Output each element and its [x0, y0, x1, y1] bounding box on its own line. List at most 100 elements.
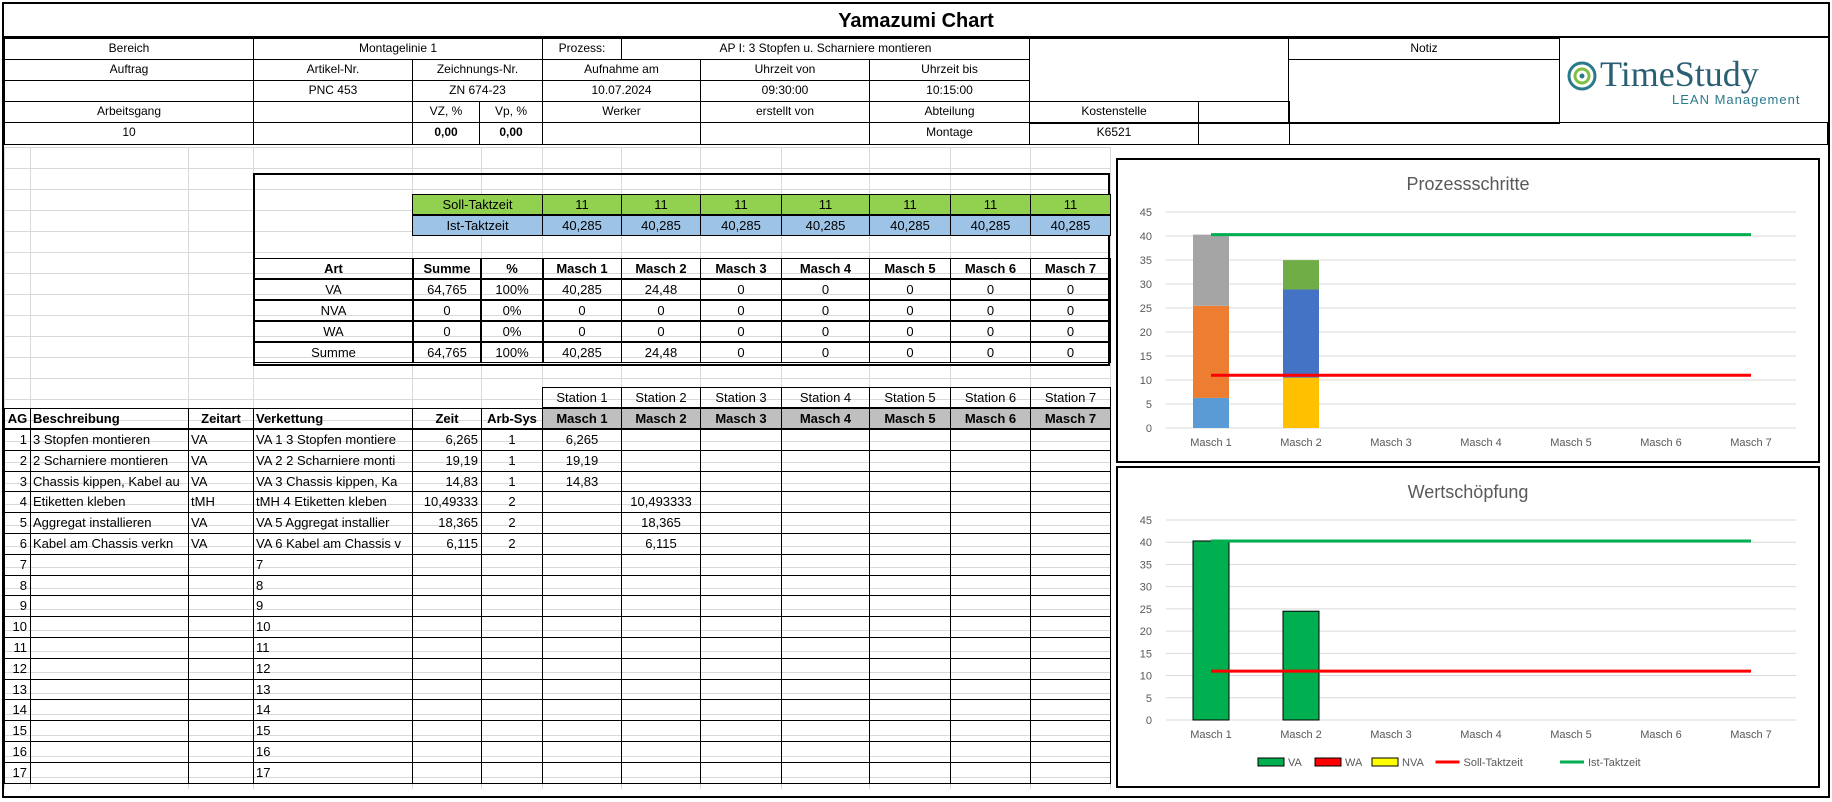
summary-cell[interactable]: 100%	[480, 279, 544, 300]
detail-cell[interactable]: VA	[188, 450, 254, 472]
summary-cell[interactable]: 0	[781, 300, 870, 321]
kostenstelle-extra2[interactable]	[1198, 122, 1290, 145]
detail-cell[interactable]: 3 Stopfen montieren	[30, 429, 189, 451]
summary-cell[interactable]: NVA	[253, 300, 414, 321]
detail-cell[interactable]	[950, 637, 1031, 659]
detail-cell[interactable]	[950, 554, 1031, 576]
detail-cell[interactable]: 2	[481, 512, 543, 534]
detail-cell[interactable]	[950, 658, 1031, 680]
detail-cell[interactable]	[188, 658, 254, 680]
detail-cell[interactable]	[700, 429, 782, 451]
detail-cell[interactable]	[700, 512, 782, 534]
detail-cell[interactable]: 14	[253, 699, 413, 721]
summary-cell[interactable]: 0	[781, 321, 870, 342]
notiz-field[interactable]	[1288, 59, 1560, 124]
detail-cell[interactable]	[950, 533, 1031, 555]
detail-cell[interactable]: 7	[253, 554, 413, 576]
detail-cell[interactable]	[412, 762, 482, 784]
abteilung-value[interactable]: Montage	[869, 122, 1030, 145]
detail-cell[interactable]	[781, 533, 870, 555]
detail-cell[interactable]	[700, 554, 782, 576]
detail-cell[interactable]: 12	[253, 658, 413, 680]
detail-cell[interactable]	[950, 762, 1031, 784]
summary-cell[interactable]: VA	[253, 279, 414, 300]
detail-cell[interactable]	[700, 450, 782, 472]
detail-cell[interactable]: 18,365	[412, 512, 482, 534]
detail-cell[interactable]: 6,265	[542, 429, 622, 451]
detail-cell[interactable]	[781, 429, 870, 451]
detail-cell[interactable]	[781, 595, 870, 617]
vp-value[interactable]: 0,00	[479, 122, 543, 145]
detail-cell[interactable]: 1	[481, 471, 543, 492]
detail-cell[interactable]	[950, 616, 1031, 638]
detail-cell[interactable]	[30, 658, 189, 680]
summary-cell[interactable]: 0	[700, 342, 782, 363]
summary-cell[interactable]: 64,765	[412, 342, 482, 363]
summary-cell[interactable]: 0	[700, 279, 782, 300]
detail-cell[interactable]	[542, 533, 622, 555]
detail-cell[interactable]: 2	[481, 533, 543, 555]
detail-cell[interactable]: 11	[4, 637, 31, 659]
summary-cell[interactable]: 24,48	[621, 342, 701, 363]
detail-cell[interactable]: 16	[253, 741, 413, 763]
summary-cell[interactable]: 0	[950, 300, 1031, 321]
aufnahme-value[interactable]: 10.07.2024	[542, 80, 701, 102]
detail-cell[interactable]	[1030, 512, 1111, 534]
summary-cell[interactable]: 0	[869, 279, 951, 300]
detail-cell[interactable]	[621, 637, 701, 659]
detail-cell[interactable]	[481, 699, 543, 721]
detail-cell[interactable]: 10	[4, 616, 31, 638]
detail-cell[interactable]: 2	[481, 491, 543, 513]
detail-cell[interactable]: Aggregat installieren	[30, 512, 189, 534]
detail-cell[interactable]	[950, 575, 1031, 596]
soll-taktzeit-value[interactable]: 11	[542, 194, 622, 215]
summary-cell[interactable]: WA	[253, 321, 414, 342]
detail-cell[interactable]	[30, 720, 189, 742]
detail-cell[interactable]	[30, 554, 189, 576]
detail-cell[interactable]	[188, 762, 254, 784]
detail-cell[interactable]: VA	[188, 533, 254, 555]
detail-cell[interactable]	[621, 679, 701, 700]
detail-cell[interactable]	[412, 554, 482, 576]
detail-cell[interactable]	[700, 471, 782, 492]
detail-cell[interactable]	[700, 679, 782, 700]
detail-cell[interactable]	[1030, 554, 1111, 576]
detail-cell[interactable]: 8	[253, 575, 413, 596]
detail-cell[interactable]: 18,365	[621, 512, 701, 534]
detail-cell[interactable]: 1	[481, 429, 543, 451]
detail-cell[interactable]	[188, 720, 254, 742]
detail-cell[interactable]	[781, 699, 870, 721]
detail-cell[interactable]	[188, 595, 254, 617]
detail-cell[interactable]	[781, 720, 870, 742]
detail-cell[interactable]	[700, 491, 782, 513]
detail-cell[interactable]: tMH 4 Etiketten kleben	[253, 491, 413, 513]
zeichnung-value[interactable]: ZN 674-23	[412, 80, 543, 102]
soll-taktzeit-value[interactable]: 11	[1030, 194, 1111, 215]
detail-cell[interactable]	[700, 637, 782, 659]
detail-cell[interactable]	[700, 699, 782, 721]
detail-cell[interactable]	[412, 637, 482, 659]
detail-cell[interactable]: 8	[4, 575, 31, 596]
summary-cell[interactable]: 0	[950, 279, 1031, 300]
detail-cell[interactable]: VA 5 Aggregat installier	[253, 512, 413, 534]
detail-cell[interactable]	[869, 616, 951, 638]
summary-cell[interactable]: 0	[412, 300, 482, 321]
detail-cell[interactable]	[542, 637, 622, 659]
detail-cell[interactable]	[30, 575, 189, 596]
detail-cell[interactable]	[412, 616, 482, 638]
detail-cell[interactable]	[950, 450, 1031, 472]
detail-cell[interactable]	[781, 491, 870, 513]
detail-cell[interactable]	[481, 720, 543, 742]
summary-cell[interactable]: 0	[869, 342, 951, 363]
werker-value[interactable]	[542, 122, 701, 145]
detail-cell[interactable]: 13	[253, 679, 413, 700]
detail-cell[interactable]	[621, 554, 701, 576]
summary-cell[interactable]: 0	[700, 321, 782, 342]
detail-cell[interactable]: 9	[253, 595, 413, 617]
detail-cell[interactable]	[950, 720, 1031, 742]
detail-cell[interactable]: 14,83	[542, 471, 622, 492]
detail-cell[interactable]: VA 2 2 Scharniere monti	[253, 450, 413, 472]
erstellt-value[interactable]	[700, 122, 870, 145]
detail-cell[interactable]	[1030, 762, 1111, 784]
ist-taktzeit-value[interactable]: 40,285	[700, 215, 782, 236]
